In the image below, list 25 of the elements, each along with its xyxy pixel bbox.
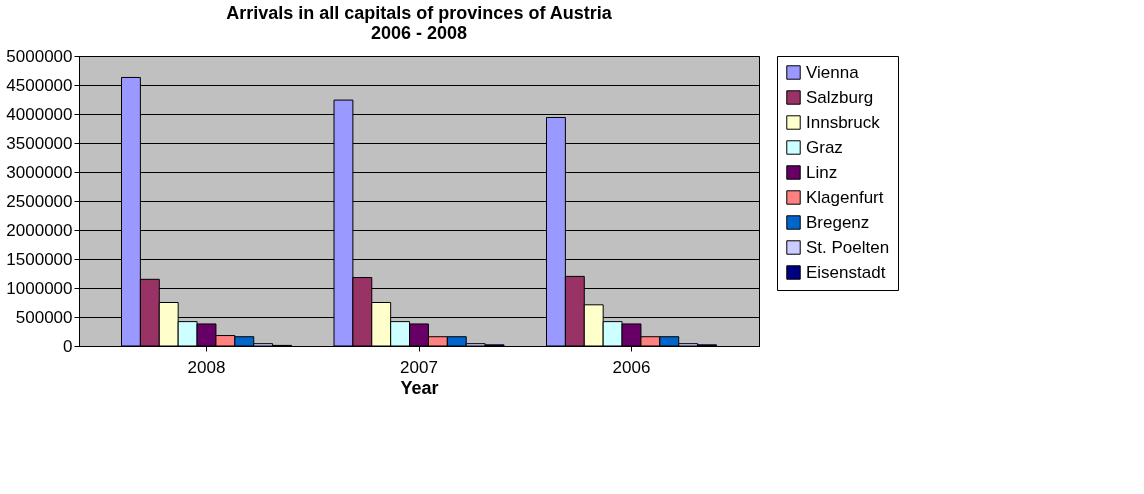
legend-label: St. Poelten <box>806 237 890 257</box>
legend-label: Eisenstadt <box>806 262 886 282</box>
y-tick-label: 4500000 <box>6 75 73 95</box>
legend-label: Bregenz <box>806 212 870 232</box>
x-axis-title: Year <box>400 377 439 398</box>
y-tick-label: 2000000 <box>6 220 73 240</box>
y-tick-label: 5000000 <box>6 46 73 66</box>
x-tick-label: 2006 <box>612 357 651 377</box>
y-tick-label: 3500000 <box>6 133 73 153</box>
x-tick-label: 2008 <box>187 357 226 377</box>
legend-label: Klagenfurt <box>806 187 884 207</box>
legend-label: Vienna <box>806 62 860 82</box>
legend-label: Graz <box>806 137 843 157</box>
y-tick-label: 3000000 <box>6 162 73 182</box>
legend-label: Innsbruck <box>806 112 881 132</box>
legend-label: Linz <box>806 162 838 182</box>
y-tick-label: 1000000 <box>6 278 73 298</box>
y-tick-label: 1500000 <box>6 249 73 269</box>
y-tick-label: 4000000 <box>6 104 73 124</box>
y-tick-label: 500000 <box>15 307 73 327</box>
chart-title: Arrivals in all capitals of provinces of Austria 2006 - 2008 <box>226 3 613 43</box>
x-tick-label: 2007 <box>400 357 438 377</box>
legend-label: Salzburg <box>806 87 874 107</box>
y-tick-label: 2500000 <box>6 191 73 211</box>
y-tick-label: 0 <box>63 336 73 356</box>
